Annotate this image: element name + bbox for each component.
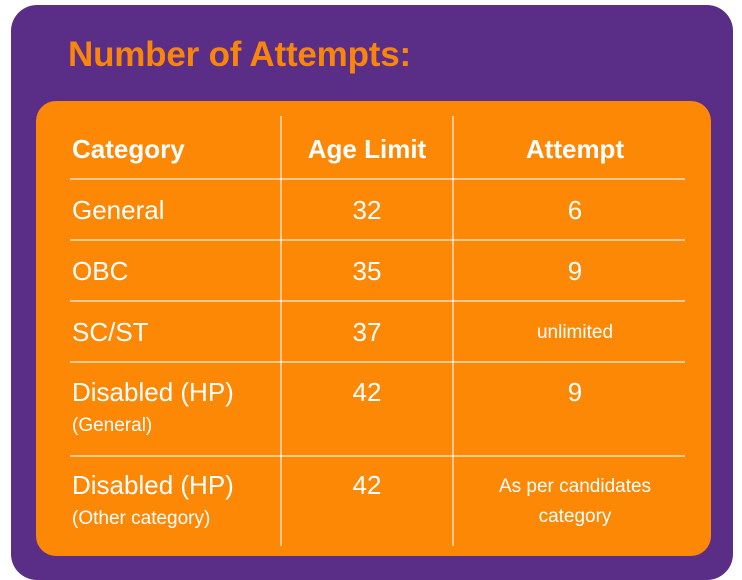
row-divider-3 — [70, 361, 685, 363]
table-cell-category: SC/ST — [72, 317, 149, 347]
table-cell-category: General — [72, 195, 165, 225]
column-divider-2 — [452, 116, 454, 546]
table-cell-category: OBC — [72, 256, 129, 286]
row-divider-header — [70, 178, 685, 180]
page-title: Number of Attempts: — [68, 35, 411, 74]
attempts-table-panel — [36, 101, 711, 556]
column-header-attempt: Attempt — [525, 134, 625, 164]
table-cell-category-sub: (Other category) — [72, 508, 211, 529]
table-cell-category-sub: (General) — [72, 415, 153, 436]
table-cell-age-limit: 42 — [352, 470, 382, 500]
row-divider-4 — [70, 455, 685, 457]
table-cell-category: Disabled (HP) — [72, 470, 234, 500]
table-cell-age-limit: 32 — [352, 195, 382, 225]
table-cell-attempt: 9 — [567, 377, 583, 407]
column-divider-1 — [280, 116, 282, 546]
table-cell-age-limit: 37 — [352, 317, 382, 347]
table-cell-attempt: 6 — [567, 195, 583, 225]
row-divider-2 — [70, 300, 685, 302]
table-cell-age-limit: 35 — [352, 256, 382, 286]
table-cell-attempt: As per candidates — [498, 476, 652, 497]
column-header-age-limit: Age Limit — [307, 134, 427, 164]
table-cell-category: Disabled (HP) — [72, 377, 234, 407]
row-divider-1 — [70, 239, 685, 241]
column-header-category: Category — [72, 134, 185, 164]
table-cell-age-limit: 42 — [352, 377, 382, 407]
table-cell-attempt: unlimited — [536, 322, 614, 343]
table-cell-attempt-line2: category — [538, 506, 612, 527]
table-cell-attempt: 9 — [567, 256, 583, 286]
